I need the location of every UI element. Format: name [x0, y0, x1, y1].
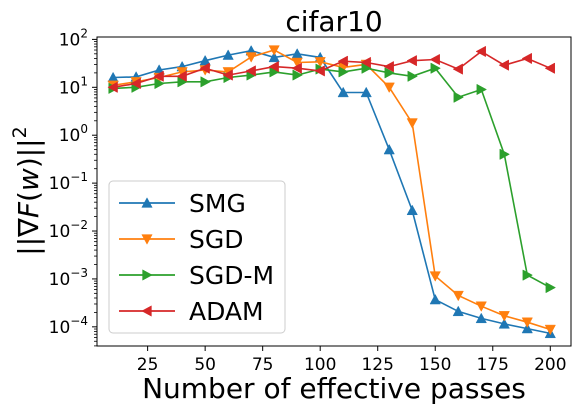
series-adam: [107, 45, 555, 93]
data-point-adam: [268, 61, 279, 73]
legend-label: SMG: [189, 189, 246, 218]
x-tick-label: 25: [137, 355, 159, 375]
x-axis-label: Number of effective passes: [142, 372, 526, 405]
data-point-sgd-m: [338, 66, 349, 78]
data-point-sgd-m: [292, 69, 303, 81]
data-point-smg: [199, 54, 211, 66]
data-point-adam: [222, 69, 233, 81]
legend-marker: [141, 197, 153, 208]
x-tick-label: 75: [252, 355, 274, 375]
data-point-sgd-m: [200, 76, 211, 88]
legend-box: [108, 180, 286, 334]
legend-marker: [141, 234, 153, 245]
data-point-smg: [360, 86, 372, 98]
x-axis-ticks: 25 50 75 100 125 150 175 200: [137, 346, 567, 375]
data-point-sgd-m: [384, 67, 395, 79]
data-point-sgd: [268, 45, 280, 56]
chart-title: cifar10: [285, 5, 382, 38]
data-point-adam: [498, 59, 509, 71]
data-point-adam: [521, 52, 532, 65]
y-tick-label: 102: [59, 26, 88, 50]
data-point-adam: [199, 62, 210, 74]
y-tick-label: 10−3: [49, 266, 88, 290]
data-point-adam: [406, 55, 417, 67]
data-point-adam: [176, 70, 187, 82]
legend-item-sgd-m: SGD-M: [119, 261, 274, 290]
data-point-sgd-m: [154, 77, 165, 90]
y-tick-label: 100: [59, 122, 88, 146]
data-point-adam: [360, 56, 371, 69]
data-point-smg: [452, 305, 464, 317]
data-point-smg: [521, 322, 533, 334]
legend-marker: [142, 269, 153, 281]
data-point-sgd: [475, 301, 487, 312]
y-axis-ticks: 102 101 100 10−1 10−2 10−3 10−4: [49, 26, 97, 347]
data-point-sgd: [521, 317, 533, 328]
x-tick-label: 100: [304, 355, 336, 375]
data-point-adam: [130, 77, 141, 90]
data-point-sgd-m: [522, 269, 534, 281]
data-point-smg: [498, 318, 510, 329]
data-point-adam: [291, 62, 302, 74]
series-line-smg: [113, 49, 551, 335]
data-point-sgd: [291, 57, 303, 69]
data-point-sgd: [383, 82, 395, 94]
data-point-adam: [383, 61, 394, 73]
data-point-adam: [475, 45, 486, 58]
data-point-adam: [153, 70, 164, 82]
legend-item-sgd: SGD: [119, 225, 244, 254]
y-tick-label: 10−4: [49, 314, 88, 338]
data-point-adam: [337, 55, 348, 67]
data-point-sgd: [314, 57, 326, 68]
x-tick-label: 150: [419, 355, 451, 375]
data-point-sgd: [452, 290, 464, 302]
x-tick-label: 200: [534, 355, 566, 375]
plot-area: [96, 36, 572, 347]
legend-label: SGD-M: [189, 261, 274, 290]
series-layer: [107, 45, 557, 339]
data-point-adam: [452, 63, 463, 75]
data-point-sgd: [429, 271, 441, 282]
data-point-smg: [475, 312, 487, 324]
plot-frame: [96, 36, 572, 347]
legend-item-adam: ADAM: [119, 297, 264, 326]
legend-marker: [141, 305, 152, 317]
y-tick-label: 10−2: [49, 218, 88, 242]
data-point-smg: [337, 86, 349, 98]
x-tick-label: 125: [361, 355, 393, 375]
data-point-adam: [429, 53, 440, 66]
data-point-adam: [544, 62, 555, 74]
legend-label: SGD: [189, 225, 244, 254]
data-point-adam: [314, 65, 325, 77]
y-tick-label: 101: [59, 74, 88, 98]
data-point-sgd: [544, 324, 556, 336]
data-point-sgd-m: [430, 62, 441, 74]
data-point-smg: [429, 293, 441, 305]
data-point-smg: [222, 49, 234, 60]
data-point-sgd-m: [476, 83, 487, 96]
data-point-adam: [107, 81, 118, 93]
legend-label: ADAM: [189, 297, 264, 326]
data-point-sgd: [498, 311, 510, 322]
legend-item-smg: SMG: [119, 189, 246, 218]
data-point-sgd-m: [499, 148, 510, 160]
data-point-adam: [245, 65, 256, 77]
data-point-sgd: [245, 52, 257, 63]
x-tick-label: 175: [477, 355, 509, 375]
data-point-smg: [268, 51, 280, 63]
legend: SMG SGD SGD-M ADAM: [108, 180, 286, 334]
data-point-smg: [406, 204, 418, 216]
data-point-sgd-m: [545, 281, 557, 294]
data-point-smg: [383, 143, 395, 155]
data-point-sgd: [406, 118, 418, 129]
x-tick-label: 50: [194, 355, 216, 375]
data-point-sgd-m: [407, 70, 418, 82]
y-tick-label: 10−1: [49, 170, 88, 194]
y-axis-label: ||∇F(w)||2: [9, 126, 45, 255]
data-point-sgd-m: [453, 91, 464, 103]
